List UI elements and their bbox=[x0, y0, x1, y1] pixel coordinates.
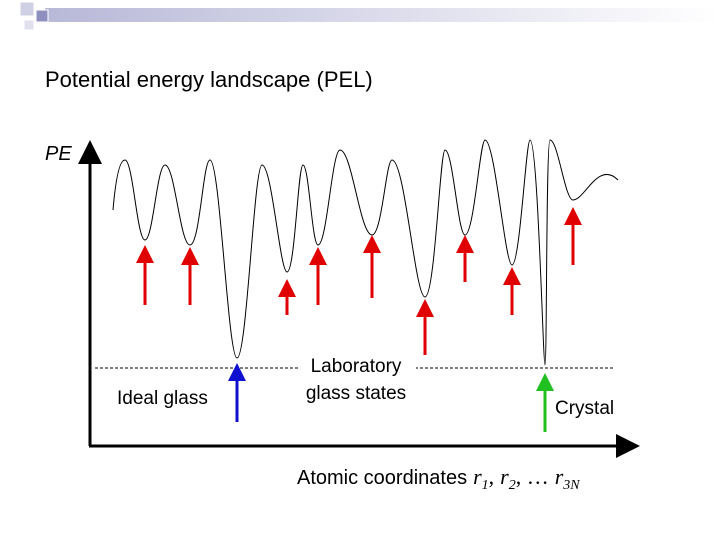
coordinate-index: 1 bbox=[482, 478, 489, 493]
coordinate: r bbox=[500, 464, 509, 489]
laboratory-label: Laboratory bbox=[311, 356, 402, 377]
coordinate: r bbox=[555, 464, 564, 489]
separator: , bbox=[489, 464, 495, 489]
ideal-glass-label: Ideal glass bbox=[117, 388, 208, 409]
separator: , … bbox=[516, 464, 549, 489]
title: Potential energy landscape (PEL) bbox=[45, 67, 373, 92]
laboratory-label: glass states bbox=[306, 383, 406, 404]
coordinate-index: 2 bbox=[509, 478, 516, 493]
coordinate: r bbox=[473, 464, 482, 489]
header-decoration bbox=[19, 1, 720, 31]
crystal-label: Crystal bbox=[555, 398, 614, 419]
x-axis-label: Atomic coordinates r1, r2, … r3N bbox=[297, 464, 580, 493]
axes bbox=[78, 140, 640, 458]
energy-curve bbox=[112, 139, 619, 366]
coordinate-index: 3N bbox=[562, 478, 580, 493]
y-axis-label: PE bbox=[45, 143, 72, 165]
x-axis-text: Atomic coordinates bbox=[297, 467, 467, 489]
red-arrows bbox=[136, 207, 582, 355]
label-background bbox=[298, 352, 416, 372]
